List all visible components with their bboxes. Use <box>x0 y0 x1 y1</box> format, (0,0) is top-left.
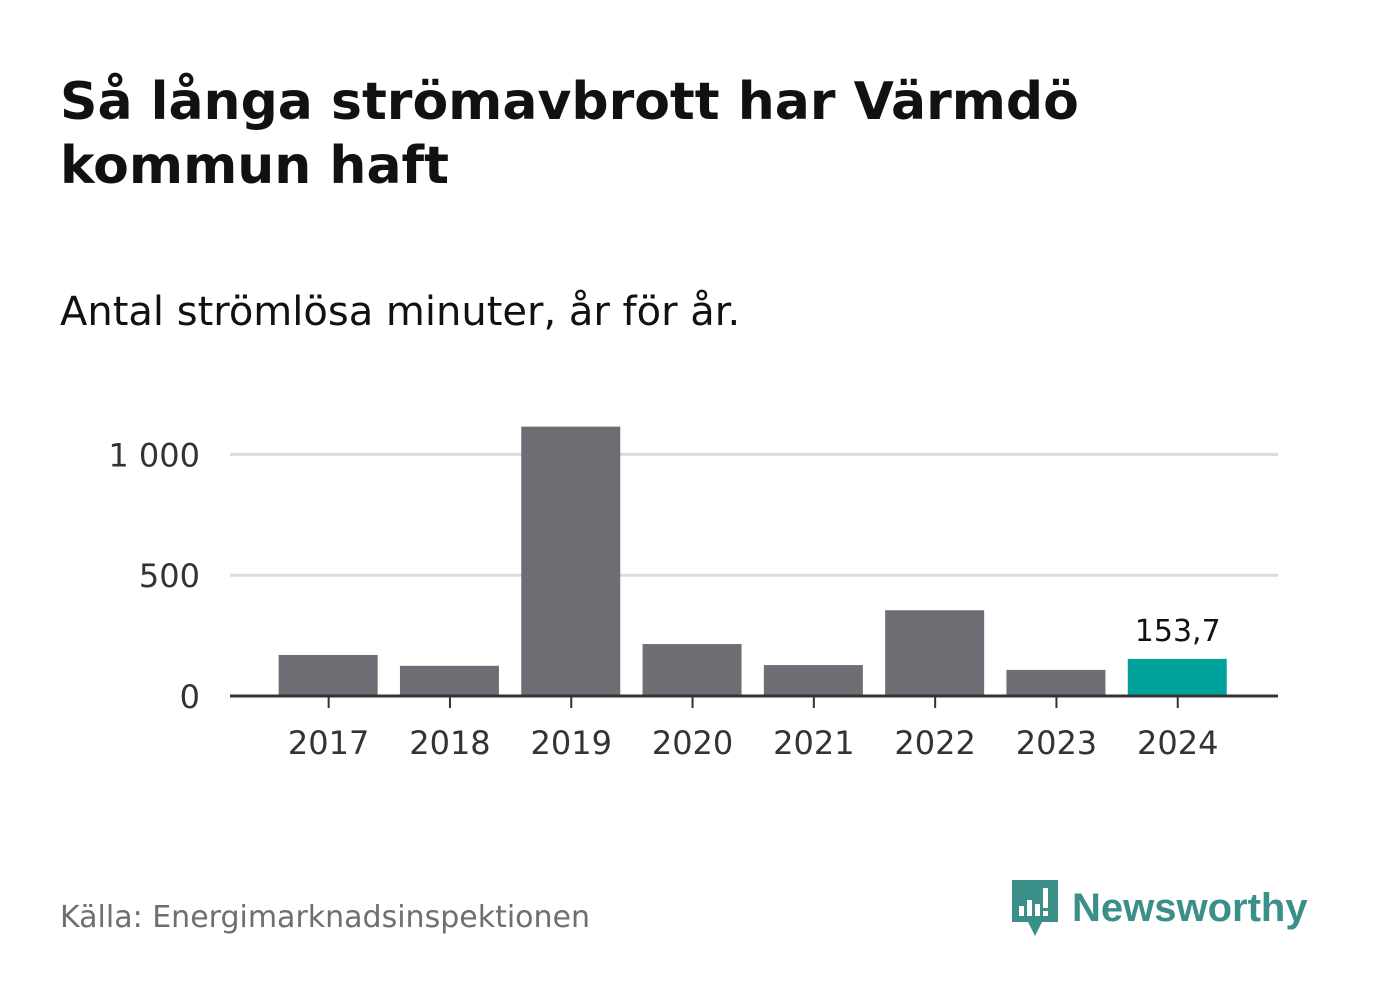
x-tick-label: 2022 <box>894 724 975 762</box>
bar-2017 <box>278 654 378 696</box>
x-tick-label: 2023 <box>1016 724 1097 762</box>
newsworthy-logo-icon <box>1012 880 1058 936</box>
x-tick-label: 2018 <box>409 724 490 762</box>
data-label: 153,7 <box>1135 614 1221 649</box>
x-tick-label: 2021 <box>773 724 854 762</box>
bar-2022 <box>885 610 985 696</box>
bar-2024 <box>1127 658 1227 696</box>
bar-2021 <box>763 665 863 696</box>
y-tick-label: 500 <box>139 557 200 595</box>
chart-subtitle: Antal strömlösa minuter, år för år. <box>60 289 741 335</box>
y-tick-label: 1 000 <box>108 436 200 474</box>
x-tick-label: 2024 <box>1137 724 1218 762</box>
x-tick-label: 2017 <box>288 724 369 762</box>
bar-2018 <box>399 665 499 696</box>
bar-2020 <box>642 644 742 696</box>
bar-chart: 0 500 1 000 153,7 2017 2018 2019 2020 2021 2022 20… <box>108 426 1278 762</box>
brand-logo: Newsworthy <box>1010 878 1308 938</box>
chart-title: Så långa strömavbrott har Värmdö kommun … <box>60 72 1079 196</box>
x-tick-label: 2020 <box>652 724 733 762</box>
brand-name: Newsworthy <box>1072 885 1308 930</box>
bar-2019 <box>521 426 621 696</box>
source-note: Källa: Energimarknadsinspektionen <box>60 900 591 935</box>
y-tick-label: 0 <box>180 678 200 716</box>
x-tick-label: 2019 <box>531 724 612 762</box>
bar-2023 <box>1006 669 1106 696</box>
